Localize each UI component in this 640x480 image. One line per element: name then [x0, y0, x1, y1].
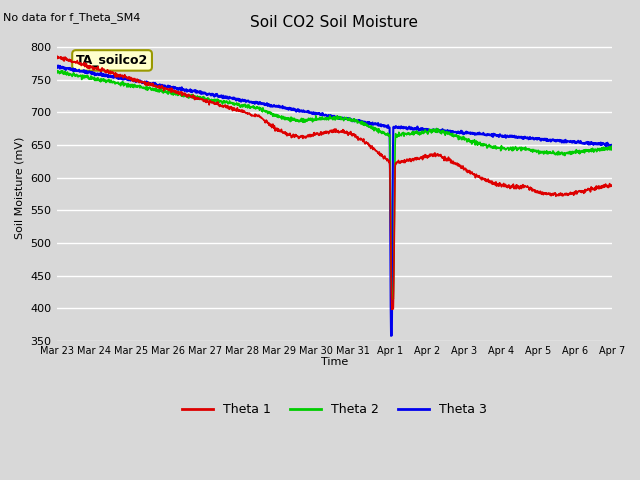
Y-axis label: Soil Moisture (mV): Soil Moisture (mV)	[15, 136, 25, 239]
Text: TA_soilco2: TA_soilco2	[76, 54, 148, 67]
Text: No data for f_Theta_SM4: No data for f_Theta_SM4	[3, 12, 141, 23]
Title: Soil CO2 Soil Moisture: Soil CO2 Soil Moisture	[250, 15, 418, 30]
Legend: Theta 1, Theta 2, Theta 3: Theta 1, Theta 2, Theta 3	[177, 398, 492, 421]
X-axis label: Time: Time	[321, 358, 348, 367]
